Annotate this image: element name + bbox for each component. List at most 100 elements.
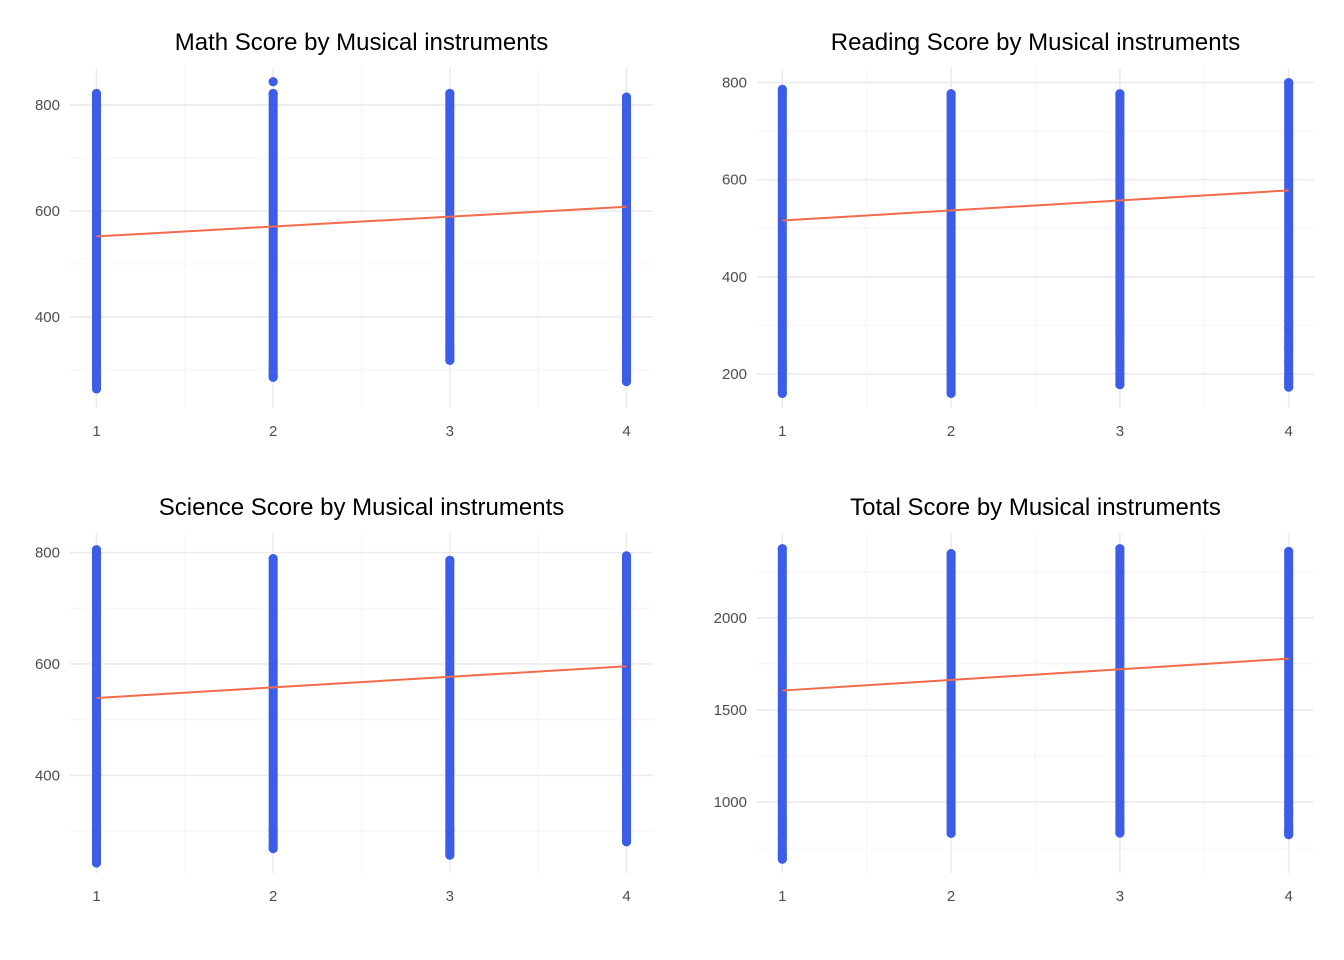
data-point [621, 799, 632, 810]
data-point [621, 92, 632, 102]
data-point [268, 88, 278, 99]
chart-title: Math Score by Musical instruments [175, 29, 548, 56]
data-point [1115, 544, 1125, 554]
data-point [445, 88, 455, 99]
data-point [777, 544, 787, 554]
x-tick-label: 3 [446, 888, 454, 905]
data-point [1284, 77, 1294, 88]
trend-line [96, 665, 627, 699]
data-point [445, 341, 455, 351]
data-point [1284, 804, 1294, 815]
data-point [1284, 315, 1294, 326]
data-point [268, 825, 278, 835]
trend-line [96, 205, 627, 238]
panel-reading: Reading Score by Musical instruments 1 2 3 4… [722, 29, 1314, 440]
x-tick-label: 2 [947, 423, 955, 440]
y-tick-label: 2000 [714, 610, 747, 627]
data-point [1284, 334, 1294, 344]
data-point [621, 358, 632, 369]
data-point [946, 549, 956, 559]
x-tick-label: 4 [1285, 423, 1293, 440]
data-point [445, 834, 455, 845]
data-point [1115, 800, 1125, 810]
data-point [268, 77, 278, 87]
x-tick-label: 1 [778, 423, 786, 440]
x-tick-label: 2 [269, 888, 277, 905]
data-point [621, 373, 632, 383]
data-point [1284, 797, 1294, 807]
x-tick-label: 3 [446, 423, 454, 440]
data-point [777, 823, 787, 833]
data-point [445, 555, 455, 565]
data-point [91, 545, 102, 555]
x-tick-label: 1 [92, 888, 100, 905]
y-tick-label: 400 [35, 767, 60, 784]
y-tick-label: 600 [722, 172, 747, 189]
trend-line [782, 657, 1289, 692]
data-point [91, 88, 102, 99]
x-tick-label: 4 [622, 888, 630, 905]
y-tick-label: 200 [722, 366, 747, 383]
y-tick-label: 1500 [714, 702, 747, 719]
trend-line [782, 189, 1289, 222]
data-point [91, 358, 102, 369]
data-point [1115, 318, 1125, 328]
data-point [946, 89, 956, 99]
x-tick-label: 2 [947, 888, 955, 905]
chart-title: Total Score by Musical instruments [850, 494, 1221, 521]
x-tick-label: 3 [1116, 888, 1124, 905]
data-point [268, 358, 278, 369]
data-point [91, 847, 102, 857]
x-tick-label: 1 [778, 888, 786, 905]
data-point [1115, 325, 1125, 335]
data-point [777, 850, 787, 860]
data-point [621, 551, 632, 561]
data-point [777, 364, 787, 374]
data-point [1284, 826, 1294, 836]
y-tick-label: 600 [35, 656, 60, 673]
data-point [777, 355, 787, 365]
panel-math: Math Score by Musical instruments 1 2 3 4 400… [35, 29, 653, 440]
data-point [946, 388, 956, 399]
x-tick-label: 2 [269, 423, 277, 440]
x-tick-label: 4 [1285, 888, 1293, 905]
x-tick-label: 1 [92, 423, 100, 440]
y-tick-label: 400 [35, 309, 60, 326]
data-point [777, 815, 787, 826]
data-point [1115, 816, 1125, 827]
panel-science: Science Score by Musical instruments 1 2 3 4… [35, 494, 653, 905]
data-point [946, 355, 956, 365]
data-point [1115, 826, 1125, 836]
data-point [1284, 546, 1294, 557]
data-point [91, 828, 102, 839]
chart-title: Science Score by Musical instruments [159, 494, 565, 521]
data-point [91, 365, 102, 375]
y-tick-label: 800 [35, 97, 60, 114]
data-point [1115, 89, 1125, 99]
data-point [445, 355, 455, 365]
data-point [445, 825, 455, 835]
data-point [1284, 323, 1294, 333]
data-point [777, 387, 787, 397]
data-point [621, 342, 632, 352]
x-tick-label: 4 [622, 423, 630, 440]
data-point [1284, 373, 1294, 383]
y-tick-label: 400 [722, 269, 747, 286]
data-point [946, 339, 956, 349]
y-tick-label: 1000 [714, 794, 747, 811]
data-point [777, 84, 787, 94]
data-point [621, 837, 632, 847]
y-tick-label: 800 [35, 545, 60, 562]
panel-total: Total Score by Musical instruments 1 2 3 4 10… [714, 494, 1314, 905]
data-point [777, 834, 787, 844]
data-point [946, 828, 956, 838]
y-tick-label: 600 [35, 203, 60, 220]
data-point [621, 808, 632, 818]
data-point [1115, 380, 1125, 390]
data-point [777, 374, 787, 384]
chart-title: Reading Score by Musical instruments [831, 29, 1241, 56]
data-point [1284, 342, 1294, 352]
x-tick-label: 3 [1116, 423, 1124, 440]
data-point [1115, 360, 1125, 370]
